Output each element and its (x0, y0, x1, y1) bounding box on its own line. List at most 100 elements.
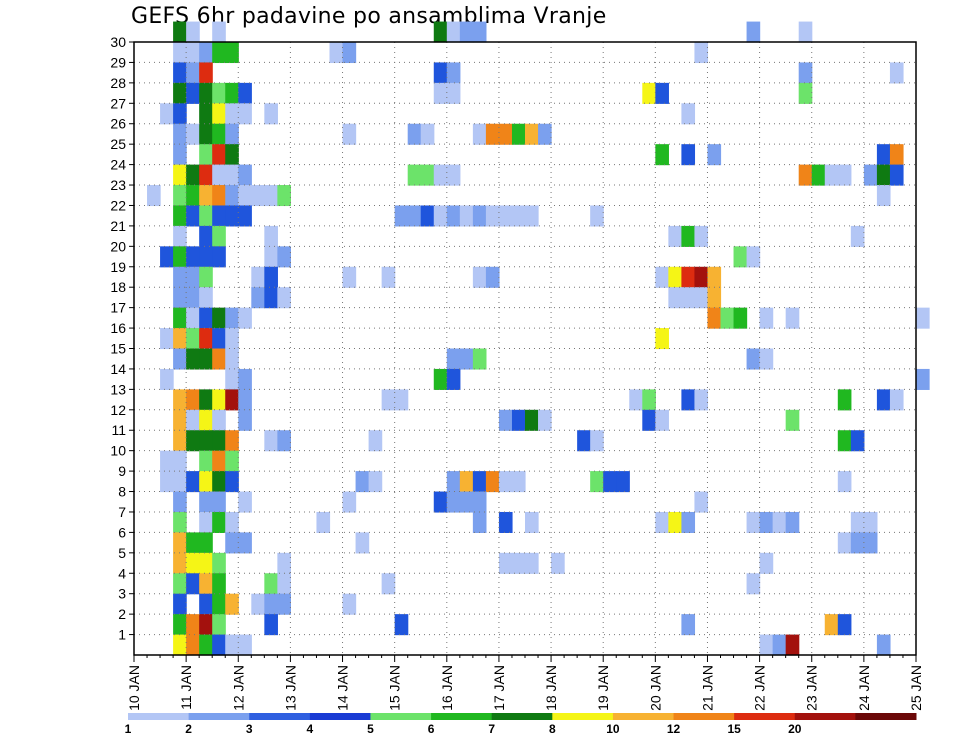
heatmap-cell (355, 471, 370, 493)
heatmap-cell (264, 573, 278, 595)
heatmap-cell (772, 634, 787, 656)
heatmap-cell (433, 62, 448, 84)
y-tick-label: 13 (110, 381, 126, 397)
heatmap-cell (655, 328, 669, 350)
y-tick-label: 29 (110, 54, 126, 70)
heatmap-cell (225, 471, 239, 493)
heatmap-cell (433, 164, 448, 186)
heatmap-cell (837, 389, 852, 411)
x-tick-label: 22 JAN (752, 665, 768, 711)
legend-label: 1 (125, 722, 132, 736)
heatmap-cell (785, 307, 800, 329)
legend-swatch (249, 713, 311, 720)
heatmap-cell (746, 573, 761, 595)
heatmap-cell (212, 511, 226, 533)
x-tick-label: 24 JAN (856, 665, 872, 711)
heatmap-cell (173, 225, 187, 247)
heatmap-cell (342, 593, 357, 615)
y-tick-label: 9 (118, 463, 126, 479)
heatmap-cell (186, 573, 200, 595)
heatmap-cell (394, 205, 409, 227)
heatmap-cell (850, 532, 865, 554)
heatmap-cell (472, 205, 487, 227)
heatmap-cell (173, 634, 187, 656)
heatmap-cell (798, 62, 813, 84)
heatmap-cell (173, 42, 187, 64)
heatmap-cell (407, 123, 422, 145)
y-tick-label: 12 (110, 402, 126, 418)
heatmap-cell (173, 348, 187, 370)
legend-label: 4 (307, 722, 314, 736)
heatmap-cell (238, 532, 252, 554)
heatmap-cell (707, 287, 722, 309)
heatmap-cell (212, 123, 226, 145)
heatmap-cell (199, 450, 213, 472)
heatmap-cell (277, 552, 291, 574)
heatmap-cell (186, 62, 200, 84)
heatmap-cell (186, 307, 200, 329)
y-tick-label: 1 (118, 627, 126, 643)
heatmap-cell (212, 21, 226, 43)
x-tick-label: 23 JAN (804, 665, 820, 711)
y-tick-label: 5 (118, 545, 126, 561)
heatmap-cell (212, 348, 226, 370)
y-tick-label: 2 (118, 606, 126, 622)
heatmap-cell (551, 552, 565, 574)
heatmap-cell (173, 307, 187, 329)
heatmap-cell (277, 287, 291, 309)
heatmap-cell (381, 573, 396, 595)
heatmap-cell (199, 348, 213, 370)
heatmap-cell (277, 593, 291, 615)
heatmap-cell (681, 103, 696, 125)
heatmap-cell (916, 368, 930, 390)
heatmap-cell (212, 389, 226, 411)
heatmap-cell (381, 389, 396, 411)
heatmap-cell (694, 389, 709, 411)
heatmap-cell (446, 368, 461, 390)
heatmap-cell (173, 573, 187, 595)
heatmap-cell (446, 205, 461, 227)
heatmap-cell (199, 532, 213, 554)
heatmap-cell (199, 287, 213, 309)
y-tick-label: 27 (110, 95, 126, 111)
heatmap-cell (225, 634, 239, 656)
heatmap-cell (681, 614, 696, 636)
legend-label: 12 (667, 722, 681, 736)
y-tick-label: 22 (110, 197, 126, 213)
heatmap-cell (433, 491, 448, 513)
heatmap-cell (642, 409, 656, 431)
heatmap-cell (225, 348, 239, 370)
heatmap-cell (186, 409, 200, 431)
heatmap-cell (173, 123, 187, 145)
heatmap-cell (186, 389, 200, 411)
heatmap-cell (472, 266, 487, 288)
y-tick-label: 4 (118, 565, 126, 581)
heatmap-cell (850, 511, 865, 533)
heatmap-cell (238, 103, 252, 125)
heatmap-cell (225, 205, 239, 227)
heatmap-cell (681, 511, 696, 533)
heatmap-cell (199, 266, 213, 288)
heatmap-cell (407, 205, 422, 227)
heatmap-cell (342, 123, 357, 145)
heatmap-cell (173, 62, 187, 84)
heatmap-cell (798, 164, 813, 186)
heatmap-cell (186, 287, 200, 309)
heatmap-cell (876, 634, 891, 656)
heatmap-cell (694, 491, 709, 513)
heatmap-cell (720, 307, 735, 329)
heatmap-cell (538, 123, 552, 145)
heatmap-cell (590, 430, 604, 452)
heatmap-cell (277, 430, 291, 452)
heatmap-cell (655, 511, 669, 533)
heatmap-cell (746, 348, 761, 370)
heatmap-cell (212, 573, 226, 595)
heatmap-cell (785, 634, 800, 656)
heatmap-cell (433, 368, 448, 390)
heatmap-cell (199, 246, 213, 268)
heatmap-cell (603, 471, 617, 493)
heatmap-cell (199, 62, 213, 84)
heatmap-cell (212, 471, 226, 493)
y-tick-label: 15 (110, 341, 126, 357)
